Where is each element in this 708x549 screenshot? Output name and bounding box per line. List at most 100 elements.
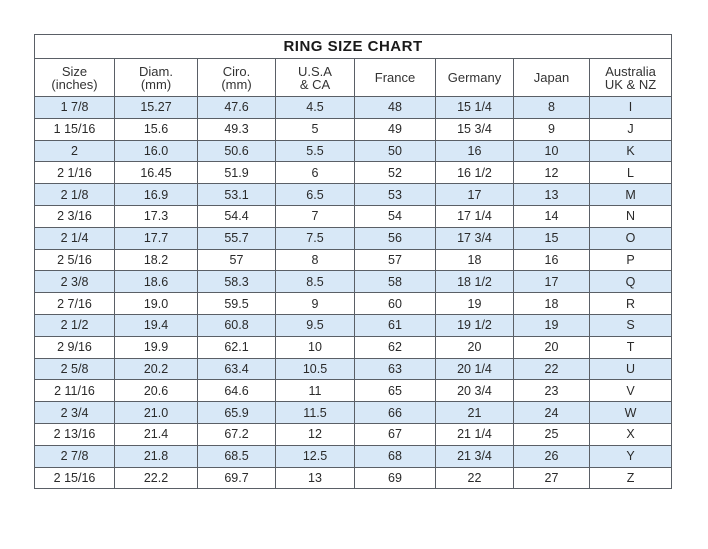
- column-header-line: (mm): [140, 76, 172, 92]
- table-cell: 20: [513, 335, 590, 359]
- table-cell: 2 7/16: [34, 292, 115, 315]
- table-cell: 15.27: [114, 96, 198, 119]
- table-cell: 69: [354, 466, 436, 490]
- table-cell: 62: [354, 335, 436, 359]
- table-cell: 16: [435, 139, 514, 163]
- table-cell: 19: [435, 292, 514, 315]
- table-row: 2 5/16 18.2 57 8 57 18 16 P: [34, 248, 673, 272]
- table-cell: 47.6: [197, 96, 276, 119]
- table-row: 2 5/8 20.2 63.4 10.5 63 20 1/4 22 U: [34, 357, 673, 381]
- table-cell: 13: [513, 183, 590, 206]
- table-cell: 50: [354, 139, 436, 163]
- table-cell: 16.0: [114, 139, 198, 163]
- table-cell: 54.4: [197, 204, 276, 228]
- table-cell: 59.5: [197, 292, 276, 315]
- table-cell: 2 11/16: [34, 379, 115, 403]
- table-cell: 20 3/4: [435, 379, 514, 403]
- table-row: 2 1/8 16.9 53.1 6.5 53 17 13 M: [34, 183, 673, 206]
- table-row: 2 3/16 17.3 54.4 7 54 17 1/4 14 N: [34, 204, 673, 228]
- table-cell: R: [588, 292, 673, 315]
- table-cell: J: [588, 117, 673, 141]
- column-header-line: Germany: [447, 70, 502, 85]
- table-cell: 9: [275, 292, 355, 315]
- table-cell: 17: [435, 183, 514, 206]
- column-header-line: Japan: [533, 70, 570, 85]
- column-header: Ciro. (mm): [197, 58, 276, 97]
- table-cell: 10: [275, 335, 355, 359]
- table-cell: 21.0: [114, 401, 198, 424]
- table-cell: T: [588, 335, 673, 359]
- table-cell: 4.5: [275, 96, 355, 119]
- table-cell: 17.7: [114, 226, 198, 250]
- table-cell: 2 5/16: [34, 248, 115, 272]
- table-cell: 2 3/4: [34, 401, 115, 424]
- table-cell: 54: [354, 204, 436, 228]
- chart-title: RING SIZE CHART: [33, 34, 673, 59]
- table-cell: 2 1/16: [34, 161, 115, 185]
- table-cell: Y: [588, 444, 673, 468]
- table-cell: 2: [34, 139, 115, 163]
- table-cell: 67.2: [197, 422, 276, 446]
- column-header: U.S.A & CA: [275, 58, 355, 97]
- table-cell: 13: [275, 466, 355, 490]
- table-cell: 24: [513, 401, 590, 424]
- column-header: Germany: [435, 58, 514, 97]
- table-cell: 2 5/8: [34, 357, 115, 381]
- table-cell: 12: [513, 161, 590, 185]
- table-cell: 22: [513, 357, 590, 381]
- column-header: Japan: [513, 58, 590, 97]
- table-cell: 14: [513, 204, 590, 228]
- table-cell: Z: [588, 466, 673, 490]
- table-cell: 6: [275, 161, 355, 185]
- table-cell: L: [588, 161, 673, 185]
- table-row: 2 3/4 21.0 65.9 11.5 66 21 24 W: [34, 401, 673, 424]
- table-row: 2 1/16 16.45 51.9 6 52 16 1/2 12 L: [34, 161, 673, 185]
- table-cell: 10: [513, 139, 590, 163]
- table-cell: 2 9/16: [34, 335, 115, 359]
- table-cell: 21: [435, 401, 514, 424]
- table-cell: 67: [354, 422, 436, 446]
- table-cell: 62.1: [197, 335, 276, 359]
- table-cell: 1 7/8: [34, 96, 115, 119]
- table-row: 1 15/16 15.6 49.3 5 49 15 3/4 9 J: [34, 117, 673, 141]
- column-header-line: U.S.A: [298, 63, 332, 79]
- table-cell: 16 1/2: [435, 161, 514, 185]
- table-cell: 16.9: [114, 183, 198, 206]
- table-cell: 17 3/4: [435, 226, 514, 250]
- table-cell: 57: [197, 248, 276, 272]
- column-header-line: (mm): [221, 76, 252, 92]
- column-header-line: Size: [61, 63, 88, 79]
- table-cell: Q: [588, 270, 673, 294]
- table-cell: 15.6: [114, 117, 198, 141]
- table-row: 1 7/8 15.27 47.6 4.5 48 15 1/4 8 I: [34, 96, 673, 119]
- table-cell: 1 15/16: [34, 117, 115, 141]
- table-cell: 20 1/4: [435, 357, 514, 381]
- column-header: Australia UK & NZ: [588, 58, 673, 97]
- table-cell: 53.1: [197, 183, 276, 206]
- table-cell: 53: [354, 183, 436, 206]
- table-cell: S: [588, 313, 673, 337]
- table-cell: 6.5: [275, 183, 355, 206]
- column-header-line: France: [374, 70, 416, 85]
- table-cell: 51.9: [197, 161, 276, 185]
- table-cell: 18.2: [114, 248, 198, 272]
- table-cell: 2 3/8: [34, 270, 115, 294]
- table-cell: 9: [513, 117, 590, 141]
- table-cell: 22: [435, 466, 514, 490]
- table-cell: 65: [354, 379, 436, 403]
- column-header-line: Ciro.: [222, 63, 251, 79]
- column-header: Size (inches): [34, 58, 115, 97]
- column-header: France: [354, 58, 436, 97]
- table-cell: 19: [513, 313, 590, 337]
- table-cell: 63.4: [197, 357, 276, 381]
- table-cell: 18: [435, 248, 514, 272]
- table-cell: 17: [513, 270, 590, 294]
- table-cell: 23: [513, 379, 590, 403]
- table-cell: 64.6: [197, 379, 276, 403]
- table-cell: 18.6: [114, 270, 198, 294]
- column-header-line: & CA: [299, 76, 331, 92]
- ring-size-chart-table: RING SIZE CHART Size (inches) Diam. (mm) Cir…: [33, 34, 673, 490]
- header-row: Size (inches) Diam. (mm) Ciro. (mm) U.S.A & CA F…: [34, 58, 673, 97]
- table-row: 2 16.0 50.6 5.5 50 16 10 K: [34, 139, 673, 163]
- table-cell: 60: [354, 292, 436, 315]
